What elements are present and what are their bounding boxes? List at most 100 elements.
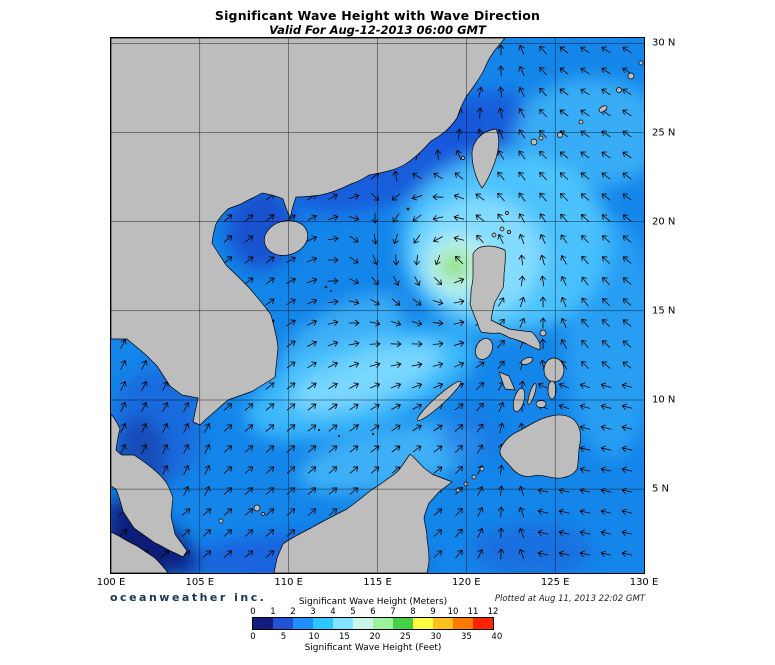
- wave-map-canvas: [111, 38, 644, 573]
- wave-arrow: [327, 319, 339, 326]
- meters-tick: 1: [270, 607, 276, 617]
- wave-arrow: [433, 466, 443, 474]
- wave-arrow: [306, 277, 318, 284]
- wave-arrow: [600, 508, 612, 515]
- wave-arrow: [581, 255, 589, 265]
- wave-arrow: [579, 403, 591, 410]
- wave-arrow: [477, 86, 484, 98]
- wave-arrow: [392, 254, 400, 266]
- wave-arrow: [265, 298, 275, 306]
- wave-arrow: [349, 382, 359, 389]
- wave-arrow: [539, 45, 547, 55]
- wave-arrow: [453, 235, 465, 242]
- wave-arrow: [286, 256, 296, 263]
- wave-arrow: [412, 214, 422, 222]
- wave-arrow: [307, 319, 317, 326]
- wave-arrow: [160, 550, 170, 558]
- wave-arrow: [497, 297, 505, 307]
- wave-arrow: [580, 151, 590, 159]
- colorbar-cell: [393, 618, 413, 629]
- wave-arrow: [580, 214, 590, 222]
- wave-arrow: [286, 319, 296, 327]
- wave-arrow: [391, 424, 401, 432]
- wave-arrow: [455, 445, 463, 453]
- wave-arrow: [580, 46, 590, 54]
- wave-arrow: [244, 256, 254, 264]
- wave-arrow: [432, 361, 444, 368]
- lat-label: 5 N: [652, 483, 670, 495]
- wave-arrow: [181, 508, 191, 516]
- wave-arrow: [141, 423, 148, 433]
- meters-tick: 3: [310, 607, 316, 617]
- wave-arrow: [348, 193, 360, 200]
- land-malay-peninsula: [111, 413, 188, 558]
- map-title: Significant Wave Height with Wave Direct…: [214, 8, 541, 23]
- wave-arrow: [560, 213, 568, 223]
- land-catanduanes: [539, 329, 547, 337]
- wave-arrow: [433, 236, 443, 243]
- meters-tick: 10: [447, 607, 459, 617]
- wave-arrow: [286, 298, 296, 305]
- wave-arrow: [411, 361, 423, 368]
- feet-tick: 20: [369, 632, 381, 642]
- wave-arrow: [432, 319, 444, 327]
- wave-arrow: [518, 506, 525, 518]
- wave-arrow: [559, 67, 569, 75]
- wave-arrow: [327, 277, 339, 285]
- wave-arrow: [286, 277, 296, 284]
- wave-arrow: [432, 340, 444, 348]
- wave-arrow: [601, 151, 611, 159]
- colorbar-cell: [453, 618, 473, 629]
- wave-arrow: [202, 550, 212, 558]
- wave-arrow: [369, 340, 381, 348]
- wave-arrow: [518, 254, 526, 266]
- wave-arrow: [580, 172, 590, 180]
- wave-arrow: [475, 193, 485, 201]
- wave-arrow: [141, 444, 148, 454]
- wave-arrow: [601, 172, 611, 180]
- lon-label: 130 E: [629, 577, 659, 588]
- wave-arrow: [497, 129, 504, 139]
- wave-arrow: [348, 299, 360, 306]
- wave-arrow: [141, 381, 148, 391]
- legend-meters-title: Significant Wave Height (Meters): [298, 597, 448, 607]
- wave-arrow: [348, 319, 360, 327]
- wave-arrow: [622, 67, 632, 75]
- wave-arrow: [621, 466, 633, 473]
- wave-arrow: [204, 444, 211, 454]
- wave-arrow: [307, 445, 317, 453]
- wave-arrow: [286, 382, 296, 390]
- wave-arrow: [244, 235, 254, 243]
- wave-arrow: [412, 298, 422, 306]
- wave-arrow: [497, 339, 505, 349]
- wave-arrow: [183, 465, 190, 475]
- lat-label: 25 N: [652, 127, 676, 138]
- wave-arrow: [223, 508, 233, 516]
- wave-arrow: [559, 109, 569, 117]
- wave-arrow: [244, 466, 254, 474]
- wave-arrow: [579, 508, 591, 515]
- wave-arrow: [162, 444, 169, 454]
- wave-arrow: [579, 382, 591, 389]
- wave-arrow: [412, 172, 422, 179]
- colorbar-cell: [293, 618, 313, 629]
- wave-arrow: [560, 255, 567, 265]
- wave-arrow: [391, 445, 401, 453]
- wave-arrow: [539, 254, 546, 266]
- wave-arrow: [559, 151, 569, 159]
- meters-tick: 2: [290, 607, 296, 617]
- wave-arrow: [497, 107, 504, 119]
- wave-arrow: [453, 319, 465, 326]
- wave-arrow: [411, 340, 423, 348]
- lon-label: 115 E: [363, 577, 392, 588]
- wave-arrow: [120, 423, 127, 433]
- wave-arrow: [581, 361, 589, 369]
- wave-arrow: [497, 150, 505, 160]
- wave-arrow: [204, 465, 211, 475]
- wave-arrow: [497, 44, 505, 56]
- wave-arrow: [558, 403, 570, 410]
- wave-arrow: [307, 424, 317, 432]
- wave-arrow: [202, 508, 212, 516]
- meters-tick: 7: [390, 607, 396, 617]
